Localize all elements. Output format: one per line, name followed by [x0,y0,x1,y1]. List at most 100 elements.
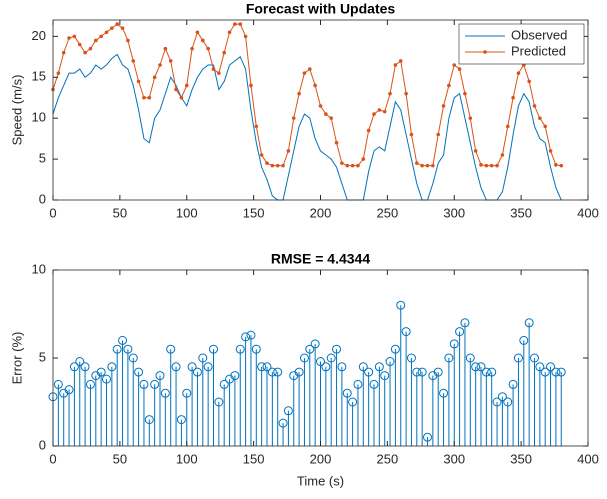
x-tick-label: 300 [443,451,465,466]
data-point [532,104,537,108]
y-tick-label: 10 [32,261,46,276]
stem-marker [348,397,358,407]
stem-marker [380,371,390,381]
y-axis-label: Error (%) [9,332,24,385]
data-point [233,22,237,26]
stem-marker [316,357,325,367]
y-tick-label: 20 [32,28,46,43]
data-point [340,161,344,165]
x-tick-label: 350 [510,205,532,220]
data-point [259,153,264,157]
stem-marker [401,327,411,337]
data-point [463,91,467,96]
data-point [158,63,162,67]
axes-box [52,269,589,447]
stem-marker [540,367,550,377]
data-point [190,46,194,51]
legend-label: Predicted [511,43,566,58]
data-point [356,163,360,168]
data-point [254,124,259,129]
axes-box [52,19,589,201]
stem-marker [513,353,523,363]
data-point [329,116,334,120]
data-point [500,153,505,157]
data-point [227,30,232,35]
stem-marker [53,379,63,389]
data-point [201,38,205,43]
stem-marker [80,362,90,372]
data-point [404,91,408,96]
stem-marker [166,344,176,354]
data-point [168,59,173,63]
stem-marker [144,415,154,425]
data-point [152,75,157,80]
data-point [334,140,339,145]
stem-marker [246,330,256,340]
data-point [505,124,510,129]
data-point [238,22,243,26]
data-point [441,104,446,108]
data-point [206,46,210,51]
stem-marker [519,335,529,345]
stem-marker [342,388,352,398]
stem-marker [155,371,165,381]
plot-area [48,300,566,446]
stem-marker [321,362,331,372]
stem-marker [310,339,320,349]
x-tick-label: 200 [310,451,332,466]
data-point [324,112,328,116]
data-point [350,163,355,168]
y-tick-label: 0 [39,191,46,206]
data-point [308,67,312,71]
stem-marker [171,362,181,372]
data-point [163,46,168,51]
stem-marker [444,353,454,363]
x-tick-label: 150 [243,205,265,220]
stem-marker [412,367,422,377]
stem-marker [203,362,213,372]
legend-marker [483,50,487,54]
data-point [409,132,414,137]
stem-marker [556,367,566,377]
stem-marker [192,367,202,377]
stem-marker [219,379,229,389]
data-point [527,79,531,84]
data-point [516,71,521,75]
data-point [72,34,77,39]
data-point [270,163,275,168]
stem-marker [369,379,379,389]
stem-marker [294,367,304,377]
data-point [377,108,382,112]
data-point [99,34,103,39]
data-point [77,42,82,47]
stem-marker [503,397,513,407]
data-point [479,163,483,167]
data-point [147,95,152,100]
data-point [83,50,87,55]
stem-marker [214,397,224,407]
data-point [136,79,141,84]
data-point [211,67,216,71]
stem-marker [353,379,363,389]
data-point [484,163,489,168]
stem-marker [64,385,74,395]
data-point [345,163,350,168]
stem-marker [476,362,486,372]
data-point [286,149,291,153]
data-point [420,163,424,168]
data-point [249,83,253,88]
legend-box [458,23,585,65]
data-point [217,71,221,75]
data-point [436,132,441,137]
data-point [222,50,226,55]
x-axis-label: Time (s) [297,473,344,488]
stem-marker [460,318,470,328]
data-point [88,46,93,51]
stem-marker [251,344,261,354]
stem-marker [299,353,309,363]
data-point [431,163,435,168]
stem-marker [423,432,432,442]
data-point [452,63,457,67]
data-point [313,83,317,88]
